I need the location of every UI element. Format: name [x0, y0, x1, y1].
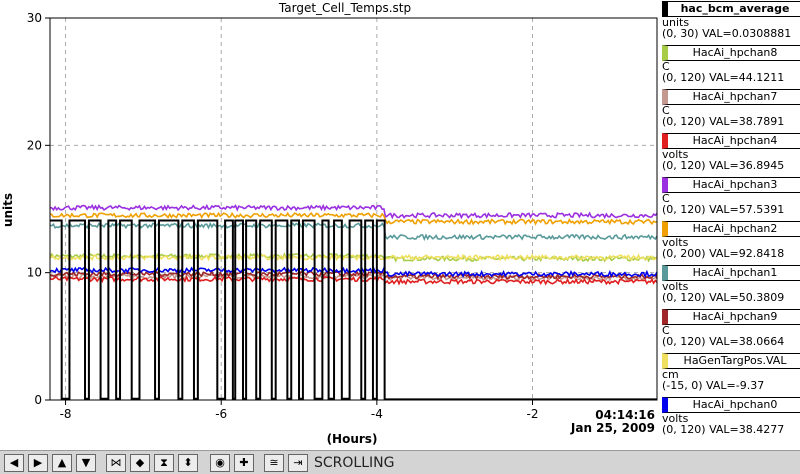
jump-to-now-button[interactable]: ⇥ [288, 454, 308, 472]
legend-entry[interactable]: HacAi_hpchan0 volts (0, 120) VAL=38.4277 [660, 396, 800, 436]
legend-units: volts [662, 280, 689, 293]
jump-to-now-icon: ⇥ [293, 456, 303, 469]
scroll-up-button[interactable]: ▲ [52, 454, 72, 472]
series-line-hacai-hpchan0 [49, 266, 658, 279]
scroll-right-button[interactable]: ▶ [28, 454, 48, 472]
legend-value: (0, 120) VAL=44.1211 [662, 71, 785, 84]
expand-vertical-button[interactable]: ⧗ [154, 454, 174, 472]
compress-vertical-button[interactable]: ⬍ [178, 454, 198, 472]
arrow-up-icon: ▲ [57, 456, 67, 469]
series-lines [49, 203, 658, 401]
end-time-label: 04:14:16 [595, 408, 655, 422]
autoscale-icon: ≅ [269, 456, 279, 469]
legend-entry[interactable]: HacAi_hpchan2 volts (0, 200) VAL=92.8418 [660, 220, 800, 260]
legend-entry[interactable]: HacAi_hpchan9 C (0, 120) VAL=38.0664 [660, 308, 800, 348]
series-line-hacai-hpchan2 [49, 211, 658, 226]
x-tick-label: -6 [215, 407, 227, 421]
arrow-down-icon: ▼ [81, 456, 91, 469]
autoscale-button[interactable]: ≅ [264, 454, 284, 472]
legend-units: cm [662, 368, 679, 381]
series-line-hagentargpos-val [49, 253, 658, 262]
y-tick-label: 30 [27, 11, 42, 25]
series-line-hacai-hpchan9 [49, 269, 658, 281]
compress-vertical-icon: ⬍ [183, 456, 193, 469]
end-date-label: Jan 25, 2009 [570, 421, 655, 435]
legend-series-name[interactable]: HacAi_hpchan1 [662, 265, 800, 281]
record-icon: ◉ [215, 456, 225, 469]
legend-units: volts [662, 236, 689, 249]
x-tick-label: -8 [60, 407, 72, 421]
legend-entry[interactable]: HacAi_hpchan3 C (0, 120) VAL=57.5391 [660, 176, 800, 216]
scroll-down-button[interactable]: ▼ [76, 454, 96, 472]
series-line-hac-bcm-average [50, 219, 657, 401]
legend-series-name[interactable]: HacAi_hpchan9 [662, 309, 800, 325]
legend-series-name[interactable]: HacAi_hpchan7 [662, 89, 800, 105]
status-text: SCROLLING [314, 455, 395, 471]
legend-entry[interactable]: hac_bcm_average units (0, 30) VAL=0.030888… [660, 0, 800, 40]
x-tick-label: -4 [371, 407, 383, 421]
series-line-hacai-hpchan4 [49, 275, 658, 286]
series-line-hacai-hpchan1 [49, 221, 658, 242]
y-axis-label: units [1, 193, 15, 227]
legend-units: volts [662, 412, 689, 425]
legend-series-name[interactable]: HacAi_hpchan8 [662, 45, 800, 61]
legend-series-name[interactable]: HaGenTargPos.VAL [662, 353, 800, 369]
legend-units: C [662, 60, 670, 73]
add-button[interactable]: ✚ [234, 454, 254, 472]
legend: hac_bcm_average units (0, 30) VAL=0.030888… [660, 0, 800, 450]
legend-value: (0, 200) VAL=92.8418 [662, 247, 785, 260]
y-tick-label: 0 [34, 393, 42, 407]
y-tick-label: 10 [27, 266, 42, 280]
legend-units: units [662, 16, 690, 29]
compress-horizontal-icon: ◆ [135, 456, 145, 469]
x-tick-label: -2 [527, 407, 539, 421]
legend-entry[interactable]: HacAi_hpchan4 volts (0, 120) VAL=36.8945 [660, 132, 800, 172]
axis-ticks: -8 -6 -4 -2 0 10 20 30 [27, 11, 539, 421]
legend-units: volts [662, 148, 689, 161]
legend-value: (0, 120) VAL=57.5391 [662, 203, 785, 216]
legend-value: (0, 120) VAL=38.7891 [662, 115, 785, 128]
toolbar: SCROLLING ◀ ▶ ▲ ▼ ⋈ ◆ ⧗ ⬍ ◉ ✚ ≅ ⇥ [0, 450, 800, 474]
legend-value: (0, 30) VAL=0.0308881 [662, 27, 792, 40]
legend-series-name[interactable]: HacAi_hpchan3 [662, 177, 800, 193]
legend-value: (0, 120) VAL=36.8945 [662, 159, 785, 172]
legend-series-name[interactable]: hac_bcm_average [662, 1, 800, 17]
legend-entry[interactable]: HacAi_hpchan8 C (0, 120) VAL=44.1211 [660, 44, 800, 84]
plus-icon: ✚ [239, 456, 249, 469]
legend-units: C [662, 324, 670, 337]
compress-horizontal-button[interactable]: ◆ [130, 454, 150, 472]
legend-entry[interactable]: HaGenTargPos.VAL cm (-15, 0) VAL=-9.37 [660, 352, 800, 392]
chart: -8 -6 -4 -2 0 10 20 30 Target_Cell_Temps.stp un… [1, 1, 658, 446]
legend-entry[interactable]: HacAi_hpchan7 C (0, 120) VAL=38.7891 [660, 88, 800, 128]
legend-entry[interactable]: HacAi_hpchan1 volts (0, 120) VAL=50.3809 [660, 264, 800, 304]
legend-series-name[interactable]: HacAi_hpchan2 [662, 221, 800, 237]
y-tick-label: 20 [27, 138, 42, 152]
arrow-right-icon: ▶ [33, 456, 43, 469]
expand-vertical-icon: ⧗ [160, 456, 168, 469]
arrow-left-icon: ◀ [9, 456, 19, 469]
legend-units: C [662, 104, 670, 117]
legend-units: C [662, 192, 670, 205]
legend-series-name[interactable]: HacAi_hpchan0 [662, 397, 800, 413]
scroll-left-button[interactable]: ◀ [4, 454, 24, 472]
chart-title: Target_Cell_Temps.stp [278, 1, 411, 15]
series-line-hacai-hpchan3 [49, 203, 658, 220]
plot-frame [49, 17, 658, 401]
legend-value: (0, 120) VAL=50.3809 [662, 291, 785, 304]
legend-value: (-15, 0) VAL=-9.37 [662, 379, 765, 392]
legend-value: (0, 120) VAL=38.4277 [662, 423, 785, 436]
legend-series-name[interactable]: HacAi_hpchan4 [662, 133, 800, 149]
legend-value: (0, 120) VAL=38.0664 [662, 335, 785, 348]
expand-horizontal-button[interactable]: ⋈ [106, 454, 126, 472]
record-button[interactable]: ◉ [210, 454, 230, 472]
x-axis-label: (Hours) [327, 432, 378, 446]
expand-horizontal-icon: ⋈ [110, 456, 122, 469]
